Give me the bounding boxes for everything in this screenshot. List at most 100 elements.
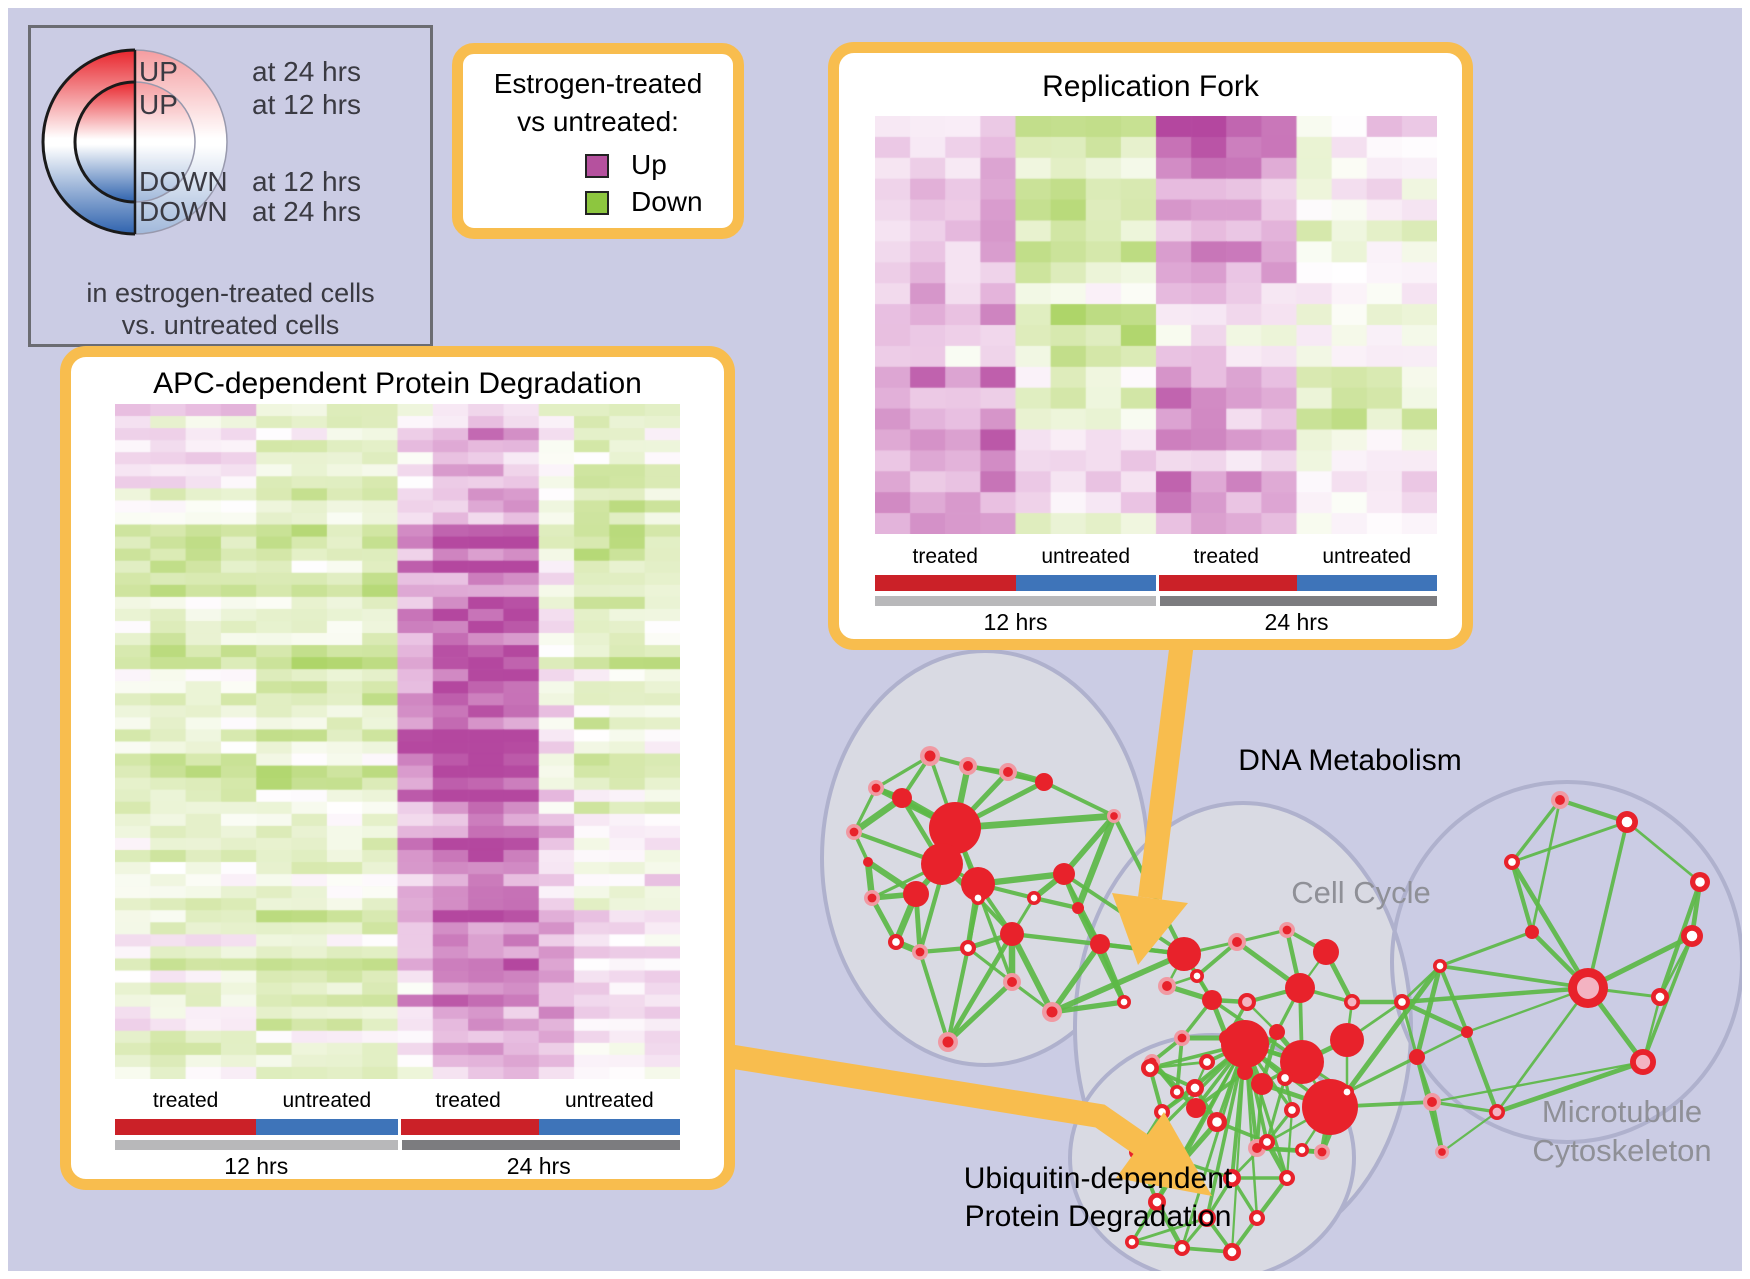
rf-group-labels: treated untreated treated untreated (875, 545, 1437, 569)
legend-down-24-time: at 24 hrs (252, 196, 361, 227)
legend-up-12-label: UP (139, 89, 178, 120)
ring-legend: UP at 24 hrs UP at 12 hrs DOWN at 12 hrs… (28, 25, 433, 347)
cluster-label-microtubule-cytoskeleton: Microtubule Cytoskeleton (1532, 1094, 1712, 1168)
network-node-34 (1251, 1073, 1273, 1095)
rf-untreated-24-label: untreated (1322, 545, 1412, 568)
cluster-label-ubiquitin-degradation: Ubiquitin-dependent Protein Degradation (963, 1162, 1233, 1233)
network-edge (954, 812, 1115, 832)
network-edge (1050, 951, 1186, 1015)
network-node-51 (1237, 1064, 1253, 1080)
network-edge (945, 947, 971, 1043)
apc-24hrs-label: 24 hrs (506, 1153, 571, 1179)
replication-fork-heatmap (875, 116, 1437, 534)
up-color-swatch (585, 154, 609, 178)
network-edge (1131, 1240, 1183, 1250)
network-edge (852, 787, 878, 833)
replication-fork-title: Replication Fork (1042, 70, 1259, 103)
rf-untreated-12-label: untreated (1041, 545, 1131, 568)
network-node-1 (921, 843, 963, 885)
network-node-4 (892, 788, 912, 808)
network-edge (1530, 799, 1562, 933)
network-edge (869, 896, 899, 944)
network-edge (919, 945, 969, 955)
network-node-31 (1285, 973, 1315, 1003)
network-node-8 (1090, 934, 1110, 954)
network-node-3 (903, 881, 929, 907)
connector-arrow-shaft-0 (1138, 616, 1197, 900)
network-edge (1131, 1216, 1208, 1244)
updown-color-key: Estrogen-treated vs untreated: Up Down (452, 43, 744, 239)
network-edge (1511, 820, 1628, 864)
legend-down-12-label: DOWN (139, 166, 228, 197)
network-node-65 (1461, 1026, 1473, 1038)
network-edge (1441, 1111, 1498, 1153)
down-color-swatch (585, 191, 609, 215)
network-edge (1285, 1109, 1294, 1179)
network-node-59 (1525, 925, 1539, 939)
legend-footer-line2: vs. untreated cells (121, 310, 340, 340)
rf-time-bar (875, 596, 1437, 606)
apc-treated-12-label: treated (152, 1089, 219, 1112)
connector-arrow-head-1 (1116, 1112, 1212, 1196)
panel-replication-fork: Replication Fork treated untreated treat… (828, 42, 1473, 650)
legend-up-12-time: at 12 hrs (252, 89, 361, 120)
network-edge (1626, 820, 1701, 884)
network-edge (945, 932, 1015, 1044)
rf-12hrs-label: 12 hrs (983, 609, 1048, 635)
up-label: Up (631, 149, 667, 180)
network-edge (1051, 999, 1125, 1015)
network-node-30 (1330, 1023, 1364, 1057)
network-node-63 (1409, 1049, 1425, 1065)
network-edge (1431, 1100, 1498, 1114)
network-node-50 (1269, 1024, 1285, 1040)
network-node-35 (1186, 1098, 1206, 1118)
rf-24hrs-label: 24 hrs (1264, 609, 1329, 635)
apc-time-labels: 12 hrs 24 hrs (115, 1153, 680, 1180)
network-node-2 (961, 867, 995, 901)
legend-down-24-label: DOWN (139, 196, 228, 227)
apc-time-bar (115, 1140, 680, 1150)
legend-up-24-time: at 24 hrs (252, 56, 361, 87)
network-node-0 (929, 802, 981, 854)
network-edge (1180, 1043, 1247, 1249)
connector-arrow-shaft-1 (726, 1044, 1153, 1158)
rf-treated-24-label: treated (1193, 545, 1259, 568)
cluster-label-dna-metabolism: DNA Metabolism (1238, 744, 1462, 777)
network-edge (1074, 814, 1118, 910)
network-edge (946, 980, 1014, 1044)
network-edge (1464, 1031, 1500, 1113)
network-node-7 (1000, 922, 1024, 946)
network-edge (1401, 985, 1589, 1005)
key-title-line1: Estrogen-treated (493, 68, 703, 99)
network-edge (875, 754, 931, 790)
down-label: Down (631, 186, 703, 217)
network-node-33 (1202, 990, 1222, 1010)
network-edge (1414, 965, 1443, 1058)
network-node-32 (1313, 939, 1339, 965)
rf-condition-bar (875, 575, 1437, 591)
network-node-5 (1035, 773, 1053, 791)
rf-time-labels: 12 hrs 24 hrs (875, 609, 1437, 636)
network-edge (1509, 861, 1535, 933)
network-node-26 (1167, 937, 1201, 971)
apc-untreated-24-label: untreated (565, 1089, 654, 1112)
network-edge (1255, 1176, 1289, 1220)
network-edge (1033, 895, 1079, 911)
panel-apc-degradation: APC-dependent Protein Degradation treate… (60, 346, 735, 1190)
apc-heatmap (115, 404, 680, 1079)
network-edge (1439, 964, 1589, 990)
ring-legend-circles (41, 48, 228, 236)
apc-treated-24-label: treated (435, 1089, 501, 1112)
apc-condition-bar (115, 1119, 680, 1135)
network-edge (1061, 814, 1117, 876)
apc-12hrs-label: 12 hrs (224, 1153, 289, 1179)
legend-down-12-time: at 12 hrs (252, 166, 361, 197)
network-edge (1431, 1060, 1644, 1104)
network-edge (1495, 987, 1590, 1113)
network-edge (1466, 986, 1589, 1034)
network-edge (1496, 1059, 1644, 1115)
network-edge (1510, 798, 1562, 864)
network-edge (1559, 797, 1628, 825)
